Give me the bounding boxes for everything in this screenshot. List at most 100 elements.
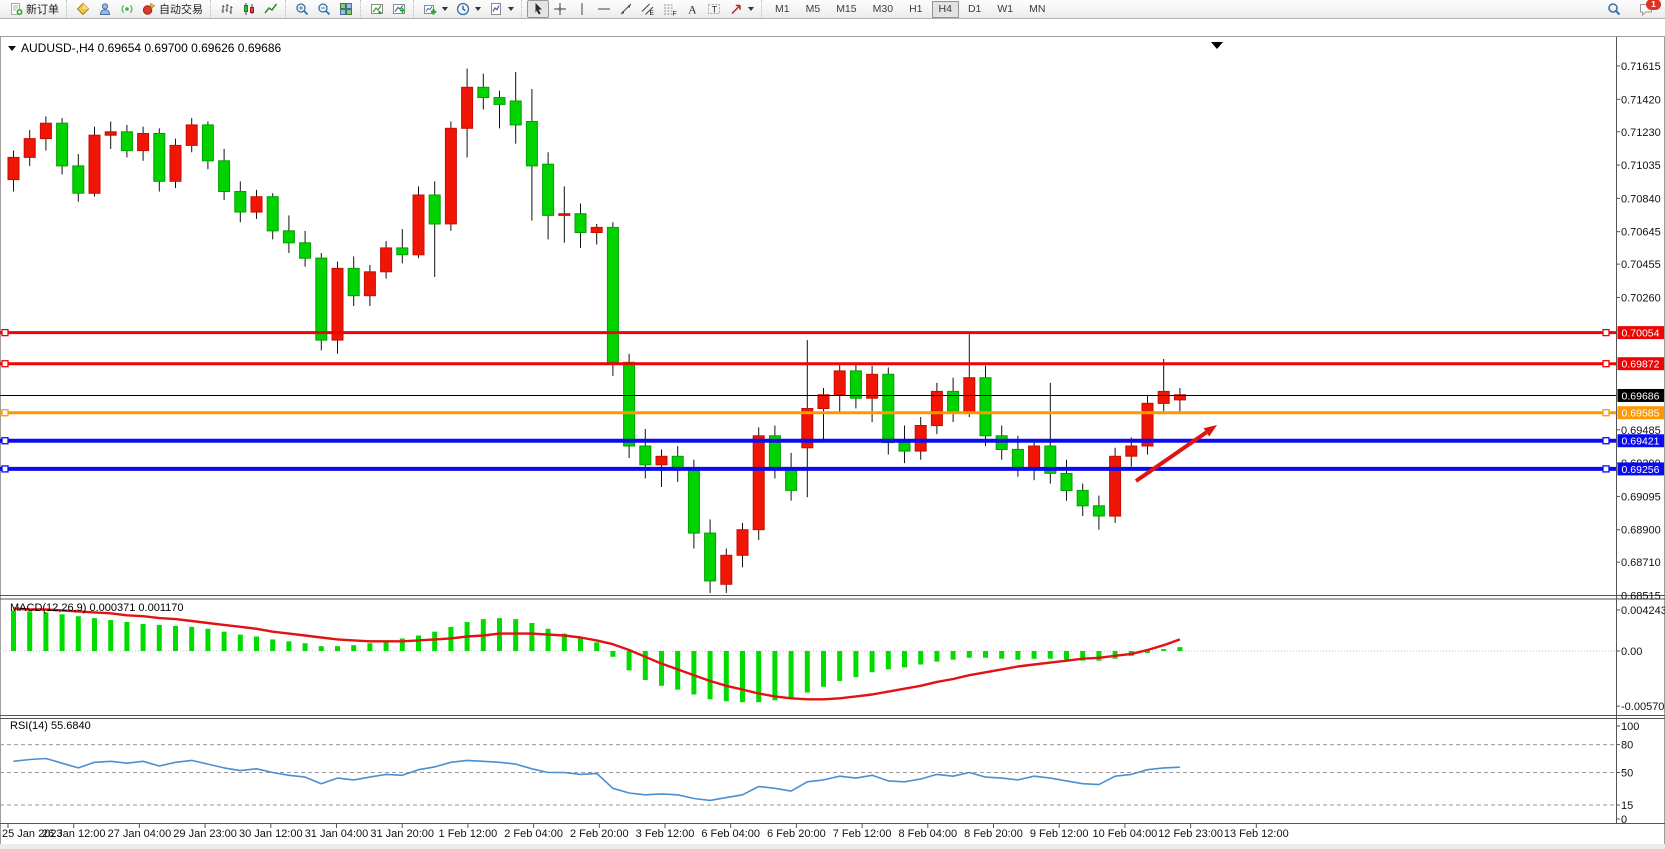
vertical-line-button[interactable] xyxy=(571,0,593,18)
timeframe-mn-button[interactable]: MN xyxy=(1022,1,1052,18)
candle xyxy=(1061,473,1072,490)
periods-button[interactable] xyxy=(452,0,485,18)
notification-badge: 1 xyxy=(1646,0,1661,10)
tile-windows-button[interactable] xyxy=(335,0,357,18)
timeframe-h4-button[interactable]: H4 xyxy=(932,1,959,18)
cursor-button[interactable] xyxy=(527,0,549,18)
candle xyxy=(834,371,845,395)
svg-text:7 Feb 12:00: 7 Feb 12:00 xyxy=(833,828,892,840)
svg-text:26 Jan 12:00: 26 Jan 12:00 xyxy=(42,828,106,840)
candle xyxy=(445,128,456,224)
zoom-out-button[interactable] xyxy=(313,0,335,18)
chevron-down-icon[interactable] xyxy=(748,7,754,11)
candle xyxy=(57,123,68,166)
channel-button[interactable]: E xyxy=(637,0,659,18)
templates-button[interactable] xyxy=(485,0,518,18)
timeframe-h1-button[interactable]: H1 xyxy=(902,1,929,18)
svg-text:0.71230: 0.71230 xyxy=(1621,127,1661,139)
svg-text:29 Jan 23:00: 29 Jan 23:00 xyxy=(173,828,237,840)
candle xyxy=(73,166,84,193)
svg-text:0.68900: 0.68900 xyxy=(1621,525,1661,537)
timeframe-m30-button[interactable]: M30 xyxy=(866,1,900,18)
fibonacci-button[interactable]: F xyxy=(659,0,681,18)
add-indicator-button[interactable] xyxy=(419,0,452,18)
toolbar-group-zoom xyxy=(285,0,360,18)
chevron-down-icon[interactable] xyxy=(508,7,514,11)
candle xyxy=(883,374,894,442)
candle xyxy=(980,378,991,436)
label-button[interactable]: T xyxy=(703,0,725,18)
crosshair-icon xyxy=(553,2,567,16)
cursor-icon xyxy=(531,2,545,16)
candle xyxy=(494,98,505,105)
svg-text:0.004243: 0.004243 xyxy=(1621,605,1665,617)
price-lines[interactable] xyxy=(0,330,1616,472)
candle xyxy=(251,197,262,212)
indicator-window-icon xyxy=(370,2,384,16)
tline-icon xyxy=(619,2,633,16)
signals-button[interactable] xyxy=(116,0,138,18)
svg-text:0.70054: 0.70054 xyxy=(1622,328,1660,340)
candle xyxy=(316,258,327,340)
clock-icon xyxy=(456,2,470,16)
line-chart-button[interactable] xyxy=(260,0,282,18)
svg-text:6 Feb 20:00: 6 Feb 20:00 xyxy=(767,828,826,840)
notifications-button[interactable]: 1 xyxy=(1635,0,1657,18)
candle xyxy=(786,468,797,490)
add-indicator-icon xyxy=(423,2,437,16)
candle xyxy=(364,272,375,296)
autotrading-button[interactable]: 自动交易 xyxy=(138,0,207,18)
timeframe-w1-button[interactable]: W1 xyxy=(990,1,1020,18)
svg-text:0.69585: 0.69585 xyxy=(1622,408,1660,420)
chart-shift-marker[interactable] xyxy=(1211,42,1223,49)
search-button[interactable] xyxy=(1603,0,1625,18)
svg-text:0.69872: 0.69872 xyxy=(1622,359,1660,371)
chart-title: AUDUSD-,H4 0.69654 0.69700 0.69626 0.696… xyxy=(8,41,281,55)
svg-text:-0.005709: -0.005709 xyxy=(1621,701,1665,713)
candle xyxy=(688,470,699,533)
symbol-dropdown-icon[interactable] xyxy=(8,46,16,51)
timeframe-d1-button[interactable]: D1 xyxy=(961,1,988,18)
crosshair-button[interactable] xyxy=(549,0,571,18)
navigator-button[interactable] xyxy=(94,0,116,18)
trendline-button[interactable] xyxy=(615,0,637,18)
arrows-button[interactable] xyxy=(725,0,758,18)
candle xyxy=(24,139,35,158)
timeframe-m15-button[interactable]: M15 xyxy=(829,1,863,18)
candle xyxy=(381,248,392,272)
candle xyxy=(300,243,311,258)
tile-windows-icon xyxy=(339,2,353,16)
svg-text:F: F xyxy=(673,11,677,17)
chevron-down-icon[interactable] xyxy=(475,7,481,11)
svg-text:1 Feb 12:00: 1 Feb 12:00 xyxy=(439,828,498,840)
toolbar-group-insert xyxy=(413,0,521,18)
svg-text:6 Feb 04:00: 6 Feb 04:00 xyxy=(701,828,760,840)
timeframe-m1-button[interactable]: M1 xyxy=(768,1,797,18)
autotrading-button-label: 自动交易 xyxy=(159,1,203,17)
chart-canvas[interactable]: 0.716150.714200.712300.710350.708400.706… xyxy=(0,18,1665,849)
candle xyxy=(186,125,197,145)
bar-chart-button[interactable] xyxy=(216,0,238,18)
svg-text:3 Feb 12:00: 3 Feb 12:00 xyxy=(636,828,695,840)
svg-text:0.70645: 0.70645 xyxy=(1621,227,1661,239)
chevron-down-icon[interactable] xyxy=(442,7,448,11)
candle xyxy=(575,214,586,233)
template-icon xyxy=(489,2,503,16)
zoom-in-button[interactable] xyxy=(291,0,313,18)
new-indicator-window-button[interactable] xyxy=(388,0,410,18)
timeframe-m5-button[interactable]: M5 xyxy=(799,1,828,18)
text-button[interactable]: A xyxy=(681,0,703,18)
svg-text:0.69421: 0.69421 xyxy=(1622,436,1660,448)
macd-indicator xyxy=(11,609,1182,703)
candlestick-chart-button[interactable] xyxy=(238,0,260,18)
svg-text:0.70260: 0.70260 xyxy=(1621,292,1661,304)
svg-text:0.71420: 0.71420 xyxy=(1621,94,1661,106)
candle xyxy=(202,125,213,161)
market-watch-button[interactable] xyxy=(72,0,94,18)
horizontal-line-button[interactable] xyxy=(593,0,615,18)
svg-text:27 Jan 04:00: 27 Jan 04:00 xyxy=(108,828,172,840)
new-order-button[interactable]: 新订单 xyxy=(5,0,63,18)
indicators-button[interactable] xyxy=(366,0,388,18)
